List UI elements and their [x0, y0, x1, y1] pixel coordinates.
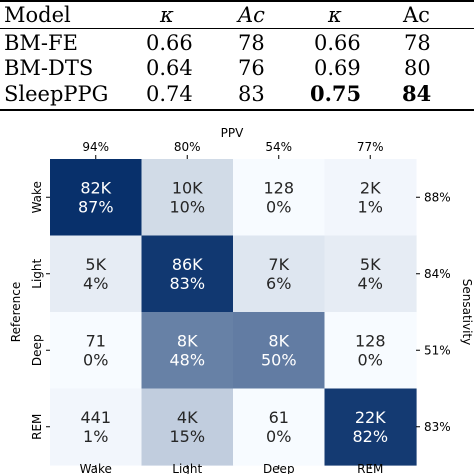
header-kappa-1: κ: [160, 3, 174, 27]
sensitivity-tick-label: 88%: [424, 190, 451, 204]
row-kappa-2: 0.66: [314, 31, 361, 55]
row-kappa-1: 0.64: [146, 56, 193, 80]
row-ac-2: 78: [404, 31, 431, 55]
y-axis-label: Reference: [9, 282, 23, 342]
heatmap-cell: [50, 388, 143, 466]
table-header-rule: [0, 28, 474, 29]
cell-count-label: 61: [269, 408, 289, 427]
heatmap-cell: [233, 312, 326, 390]
heatmap-cell: [50, 312, 143, 390]
cell-count-label: 7K: [268, 255, 289, 274]
heatmap-cell: [233, 235, 326, 313]
right-axis-label: Sensativity: [460, 279, 474, 346]
heatmap-cell: [141, 312, 234, 390]
heatmap-cell: [324, 159, 417, 237]
cell-percent-label: 48%: [169, 350, 205, 369]
cell-percent-label: 83%: [169, 274, 205, 293]
heatmap-cell: [50, 159, 143, 237]
cell-percent-label: 10%: [169, 197, 205, 216]
row-kappa-1: 0.74: [146, 82, 193, 106]
row-kappa-2: 0.69: [314, 56, 361, 80]
sensitivity-tick-label: 51%: [424, 343, 451, 357]
cell-count-label: 5K: [360, 255, 381, 274]
x-tick-label: Light: [172, 462, 202, 474]
y-tick-label: Deep: [30, 334, 44, 366]
cell-count-label: 71: [86, 331, 106, 350]
cell-percent-label: 87%: [78, 197, 114, 216]
row-kappa-2-best: 0.75: [310, 81, 362, 106]
table-top-rule: [0, 0, 474, 2]
table-bottom-rule: [0, 109, 474, 111]
cell-percent-label: 15%: [169, 427, 205, 446]
sensitivity-tick-label: 83%: [424, 420, 451, 434]
row-ac-1: 83: [238, 82, 265, 106]
cell-count-label: 2K: [360, 178, 381, 197]
heatmap-cell: [324, 312, 417, 390]
header-kappa-2: κ: [328, 3, 342, 27]
header-ac-2: Ac: [403, 3, 430, 27]
cell-count-label: 8K: [177, 331, 198, 350]
heatmap-cell: [141, 388, 234, 466]
sensitivity-tick-label: 84%: [424, 267, 451, 281]
y-tick-label: REM: [30, 414, 44, 440]
row-kappa-1: 0.66: [146, 31, 193, 55]
cell-percent-label: 0%: [266, 197, 291, 216]
cell-percent-label: 4%: [358, 274, 383, 293]
cell-count-label: 4K: [177, 408, 198, 427]
cell-count-label: 5K: [85, 255, 106, 274]
x-tick-label: Wake: [80, 462, 112, 474]
header-ac-1: Ac: [238, 3, 265, 27]
cell-count-label: 22K: [355, 408, 386, 427]
heatmap-cell: [141, 159, 234, 237]
y-tick-label: Light: [30, 258, 44, 288]
ppv-tick-label: 54%: [265, 140, 292, 154]
heatmap-cell: [50, 235, 143, 313]
row-model-name: SleepPPG: [4, 82, 109, 106]
y-tick-label: Wake: [30, 181, 44, 213]
ppv-tick-label: 77%: [357, 140, 384, 154]
ppv-tick-label: 80%: [174, 140, 201, 154]
cell-percent-label: 0%: [358, 350, 383, 369]
cell-count-label: 128: [263, 178, 294, 197]
top-axis-label: PPV: [221, 126, 244, 140]
row-ac-1: 78: [238, 31, 265, 55]
row-ac-2: 80: [404, 56, 431, 80]
x-tick-label: REM: [357, 462, 383, 474]
cell-percent-label: 6%: [266, 274, 291, 293]
cell-percent-label: 4%: [83, 274, 108, 293]
cell-percent-label: 1%: [358, 197, 383, 216]
x-tick-label: Deep: [263, 462, 295, 474]
heatmap-cell: [324, 235, 417, 313]
heatmap-cell: [141, 235, 234, 313]
cell-percent-label: 50%: [261, 350, 297, 369]
heatmap-cell: [233, 388, 326, 466]
cell-percent-label: 1%: [83, 427, 108, 446]
heatmap-cell: [233, 159, 326, 237]
ppv-tick-label: 94%: [82, 140, 109, 154]
results-table: Model κ Ac κ Ac BM-FE 0.66 78 0.66 78 BM…: [0, 0, 474, 112]
cell-count-label: 8K: [268, 331, 289, 350]
cell-count-label: 82K: [80, 178, 111, 197]
cell-percent-label: 82%: [352, 427, 388, 446]
heatmap-cell: [324, 388, 417, 466]
cell-percent-label: 0%: [83, 350, 108, 369]
row-ac-2-best: 84: [402, 81, 432, 106]
row-model-name: BM-DTS: [4, 56, 94, 80]
cell-count-label: 441: [80, 408, 111, 427]
cell-count-label: 86K: [172, 255, 203, 274]
cell-count-label: 128: [355, 331, 386, 350]
header-model: Model: [4, 3, 71, 27]
cell-count-label: 10K: [172, 178, 203, 197]
cell-percent-label: 0%: [266, 427, 291, 446]
row-model-name: BM-FE: [4, 31, 78, 55]
row-ac-1: 76: [238, 56, 265, 80]
